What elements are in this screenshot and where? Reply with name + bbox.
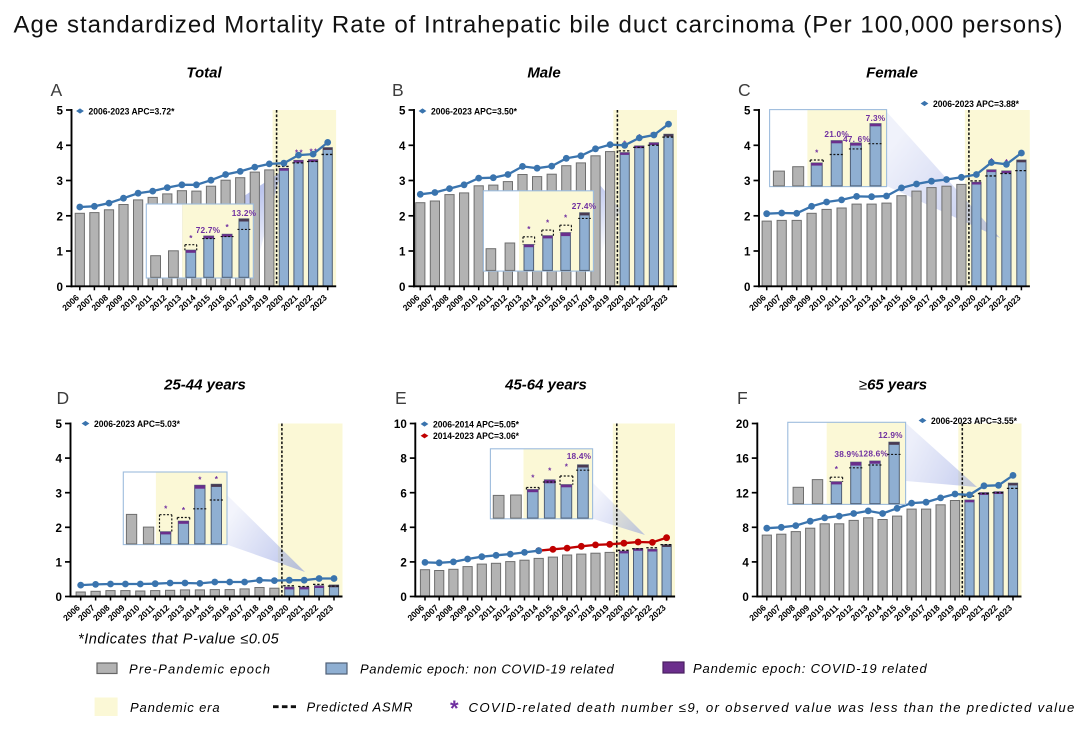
svg-text:Pandemic epoch: COVID-19 relat: Pandemic epoch: COVID-19 related <box>693 661 928 676</box>
svg-text:0: 0 <box>57 281 63 294</box>
svg-text:Predicted ASMR: Predicted ASMR <box>307 700 414 715</box>
svg-text:2006-2023 APC=3.55*: 2006-2023 APC=3.55* <box>931 415 1017 426</box>
svg-text:72.7%: 72.7% <box>196 225 221 235</box>
svg-text:*: * <box>198 476 202 485</box>
svg-text:1: 1 <box>57 246 64 259</box>
svg-text:2006-2023 APC=3.50*: 2006-2023 APC=3.50* <box>431 105 517 116</box>
svg-text:1: 1 <box>399 246 406 259</box>
svg-text:E: E <box>395 388 407 408</box>
svg-text:8: 8 <box>400 453 407 466</box>
svg-text:0: 0 <box>56 591 62 604</box>
svg-text:*: * <box>815 149 819 158</box>
svg-text:3: 3 <box>56 487 63 500</box>
svg-text:Age standardized Mortality Rat: Age standardized Mortality Rate of Intra… <box>14 12 1064 39</box>
svg-text:*: * <box>450 696 459 721</box>
svg-text:6: 6 <box>400 487 407 500</box>
svg-text:18.4%: 18.4% <box>567 451 592 461</box>
svg-text:0: 0 <box>742 591 748 604</box>
svg-text:27.4%: 27.4% <box>572 201 597 211</box>
svg-text:1: 1 <box>56 557 63 570</box>
svg-text:C: C <box>738 80 751 100</box>
svg-text:10: 10 <box>394 418 407 431</box>
svg-text:0: 0 <box>399 281 405 294</box>
svg-text:2006-2014 APC=5.05*: 2006-2014 APC=5.05* <box>433 418 519 429</box>
svg-text:12.9%: 12.9% <box>878 430 903 440</box>
svg-text:*: * <box>215 475 219 484</box>
svg-text:*: * <box>182 506 186 515</box>
svg-text:13.2%: 13.2% <box>232 208 257 218</box>
svg-text:*: * <box>299 148 303 157</box>
svg-text:0: 0 <box>400 591 406 604</box>
svg-text:5: 5 <box>399 105 406 118</box>
svg-text:2006-2023 APC=3.72*: 2006-2023 APC=3.72* <box>89 105 175 116</box>
svg-text:128.6%: 128.6% <box>859 449 889 459</box>
svg-text:4: 4 <box>742 557 749 570</box>
svg-text:4: 4 <box>400 522 407 535</box>
svg-text:*: * <box>565 463 569 472</box>
svg-text:4: 4 <box>744 140 751 153</box>
svg-text:3: 3 <box>744 175 751 188</box>
svg-text:4: 4 <box>399 140 406 153</box>
svg-text:2: 2 <box>744 210 750 223</box>
svg-text:2014-2023 APC=3.06*: 2014-2023 APC=3.06* <box>433 430 519 441</box>
svg-text:COVID-related death number ≤9,: COVID-related death number ≤9, or observ… <box>469 700 1076 715</box>
svg-text:4: 4 <box>56 453 63 466</box>
svg-text:*: * <box>564 214 568 223</box>
svg-text:Male: Male <box>527 65 560 82</box>
svg-text:*: * <box>164 505 168 514</box>
svg-text:38.9%: 38.9% <box>834 449 859 459</box>
svg-text:16: 16 <box>736 453 749 466</box>
svg-text:5: 5 <box>744 105 751 118</box>
svg-text:Female: Female <box>866 65 918 82</box>
svg-text:B: B <box>392 80 404 100</box>
svg-text:1: 1 <box>744 246 751 259</box>
svg-text:2006-2023 APC=3.88*: 2006-2023 APC=3.88* <box>933 98 1019 109</box>
svg-text:3: 3 <box>399 175 406 188</box>
svg-text:*: * <box>226 223 230 232</box>
svg-text:D: D <box>57 388 70 408</box>
svg-text:*: * <box>548 467 552 476</box>
svg-text:7.3%: 7.3% <box>866 113 886 123</box>
svg-text:Pre-Pandemic epoch: Pre-Pandemic epoch <box>129 662 271 677</box>
svg-text:25-44 years: 25-44 years <box>163 377 246 394</box>
svg-text:47. 6%: 47. 6% <box>843 134 870 144</box>
svg-text:*: * <box>527 225 531 234</box>
svg-text:4: 4 <box>57 140 64 153</box>
svg-text:*: * <box>546 219 550 228</box>
svg-text:A: A <box>51 80 63 100</box>
svg-text:*Indicates that P-value ≤0.05: *Indicates that P-value ≤0.05 <box>78 632 280 648</box>
svg-text:2: 2 <box>57 210 63 223</box>
svg-text:*: * <box>835 465 839 474</box>
svg-text:21.0%: 21.0% <box>824 129 849 139</box>
svg-text:12: 12 <box>736 487 749 500</box>
svg-text:2: 2 <box>399 210 405 223</box>
svg-text:20: 20 <box>736 418 749 431</box>
svg-text:2: 2 <box>400 557 406 570</box>
svg-text:3: 3 <box>57 175 64 188</box>
svg-text:Pandemic epoch: non COVID-19 r: Pandemic epoch: non COVID-19 related <box>360 662 614 677</box>
svg-text:0: 0 <box>744 281 750 294</box>
svg-text:F: F <box>737 388 748 408</box>
svg-text:8: 8 <box>742 522 749 535</box>
svg-text:45-64 years: 45-64 years <box>504 377 587 394</box>
svg-text:Total: Total <box>186 65 222 82</box>
svg-text:5: 5 <box>56 418 63 431</box>
svg-text:*: * <box>531 474 535 483</box>
svg-text:2: 2 <box>56 522 62 535</box>
svg-text:≥65 years: ≥65 years <box>859 377 927 394</box>
svg-text:2006-2023 APC=5.03*: 2006-2023 APC=5.03* <box>94 418 180 429</box>
svg-text:*: * <box>189 234 193 243</box>
svg-text:5: 5 <box>57 105 64 118</box>
svg-text:Pandemic era: Pandemic era <box>130 700 220 715</box>
